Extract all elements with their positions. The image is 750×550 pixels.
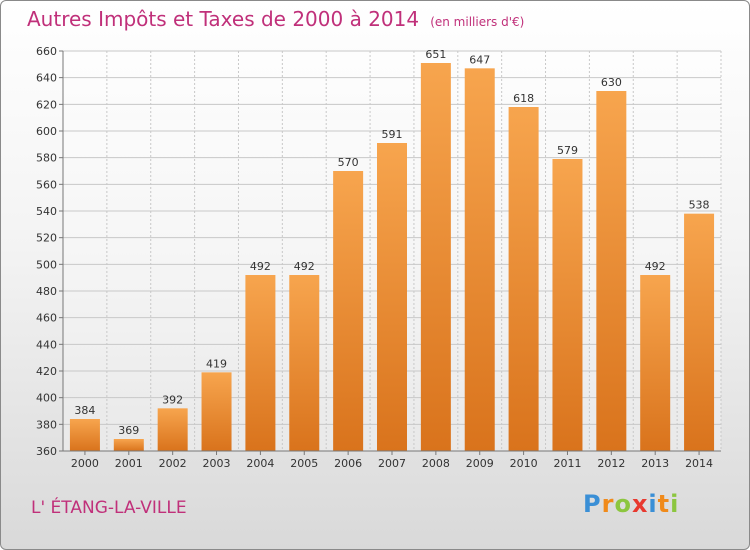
bar [157,408,188,451]
x-tick-label: 2012 [597,457,625,470]
bar-value-label: 647 [469,53,490,66]
y-tick-label: 480 [36,285,57,298]
bar [245,275,276,451]
y-tick-label: 580 [36,152,57,165]
y-tick-label: 560 [36,178,57,191]
y-tick-label: 540 [36,205,57,218]
y-tick-label: 400 [36,392,57,405]
bar [289,275,320,451]
x-tick-label: 2007 [378,457,406,470]
x-tick-label: 2005 [290,457,318,470]
chart-title: Autres Impôts et Taxes de 2000 à 2014 [27,7,420,31]
bar [640,275,671,451]
bar [684,213,715,451]
logo-letter: x [631,490,649,518]
x-tick-label: 2008 [422,457,450,470]
x-tick-label: 2006 [334,457,362,470]
bar-value-label: 618 [513,92,534,105]
x-tick-label: 2013 [641,457,669,470]
x-tick-label: 2003 [203,457,231,470]
x-tick-label: 2004 [246,457,274,470]
y-tick-label: 640 [36,72,57,85]
commune-name: L' ÉTANG-LA-VILLE [31,498,187,518]
y-tick-label: 500 [36,258,57,271]
y-tick-label: 520 [36,232,57,245]
x-tick-label: 2010 [510,457,538,470]
x-tick-label: 2009 [466,457,494,470]
y-tick-label: 600 [36,125,57,138]
bar-value-label: 630 [601,76,622,89]
bar [69,419,100,451]
logo-letter: t [657,490,671,518]
bar [420,63,451,451]
bar [377,143,407,451]
x-tick-label: 2011 [553,457,581,470]
bar [113,439,144,451]
y-tick-label: 380 [36,418,57,431]
bar-value-label: 651 [425,48,446,61]
x-tick-label: 2001 [115,457,143,470]
y-tick-label: 660 [36,45,57,58]
y-tick-label: 420 [36,365,57,378]
x-tick-label: 2002 [159,457,187,470]
logo-letter: r [601,490,615,518]
bar-value-label: 369 [118,424,139,437]
x-tick-label: 2014 [685,457,713,470]
bar-value-label: 492 [294,260,315,273]
bar-value-label: 419 [206,357,227,370]
chart-title-block: Autres Impôts et Taxes de 2000 à 2014 (e… [27,7,524,31]
bar [596,91,627,451]
bar-value-label: 492 [250,260,271,273]
x-tick-label: 2000 [71,457,99,470]
bar-layer: 384 369 392 419 492 492 570 591 651 647 618 579 630 4… [69,48,715,451]
bar-value-label: 392 [162,393,183,406]
y-tick-label: 360 [36,445,57,458]
bar-value-label: 538 [689,199,710,212]
proxiti-logo: Proxiti [583,490,679,518]
bar [552,159,583,451]
y-tick-label: 460 [36,312,57,325]
logo-letter: i [648,490,658,518]
bar-value-label: 591 [382,128,403,141]
logo-letter: i [670,490,680,518]
bar [508,107,539,451]
axis-layer: 360 380 400 420 440 460 480 500 520 540 560 580 600 6… [36,45,721,470]
bar-value-label: 384 [74,404,95,417]
bar-value-label: 579 [557,144,578,157]
bar [464,68,495,451]
bar-value-label: 492 [645,260,666,273]
bar [201,372,232,451]
chart-unit: (en milliers d'€) [430,15,525,29]
bar-value-label: 570 [338,156,359,169]
logo-letter: P [583,490,602,518]
y-tick-label: 620 [36,98,57,111]
bar [333,171,364,451]
y-tick-label: 440 [36,338,57,351]
logo-letter: o [614,490,632,518]
